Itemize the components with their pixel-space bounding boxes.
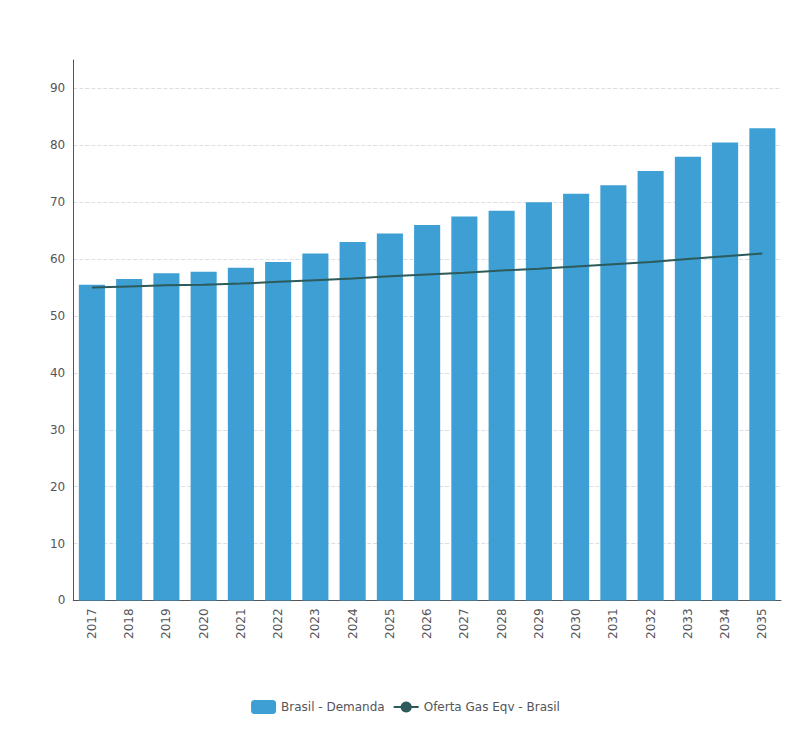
svg-text:80: 80 xyxy=(50,138,65,152)
svg-text:90: 90 xyxy=(50,81,65,95)
svg-text:2030: 2030 xyxy=(569,608,583,639)
svg-text:2023: 2023 xyxy=(308,608,322,639)
svg-text:70: 70 xyxy=(50,195,65,209)
svg-text:2029: 2029 xyxy=(532,608,546,639)
svg-text:2022: 2022 xyxy=(271,608,285,639)
svg-text:2033: 2033 xyxy=(681,608,695,639)
svg-text:2021: 2021 xyxy=(234,608,248,639)
svg-text:2027: 2027 xyxy=(457,608,471,639)
svg-text:Brasil - Demanda: Brasil - Demanda xyxy=(281,700,385,714)
svg-text:20: 20 xyxy=(50,480,65,494)
svg-text:50: 50 xyxy=(50,309,65,323)
svg-text:2025: 2025 xyxy=(383,608,397,639)
svg-text:2024: 2024 xyxy=(346,608,360,639)
svg-text:2035: 2035 xyxy=(755,608,769,639)
svg-text:2018: 2018 xyxy=(122,608,136,639)
svg-text:2026: 2026 xyxy=(420,608,434,639)
svg-text:60: 60 xyxy=(50,252,65,266)
svg-text:40: 40 xyxy=(50,366,65,380)
svg-text:2019: 2019 xyxy=(159,608,173,639)
svg-text:2031: 2031 xyxy=(606,608,620,639)
svg-text:Oferta Gas Eqv - Brasil: Oferta Gas Eqv - Brasil xyxy=(424,700,560,714)
svg-text:10: 10 xyxy=(50,537,65,551)
svg-text:2032: 2032 xyxy=(644,608,658,639)
svg-text:2028: 2028 xyxy=(495,608,509,639)
svg-text:30: 30 xyxy=(50,423,65,437)
svg-text:2017: 2017 xyxy=(85,608,99,639)
svg-text:0: 0 xyxy=(58,593,66,607)
svg-text:2034: 2034 xyxy=(718,608,732,639)
svg-text:2020: 2020 xyxy=(197,608,211,639)
